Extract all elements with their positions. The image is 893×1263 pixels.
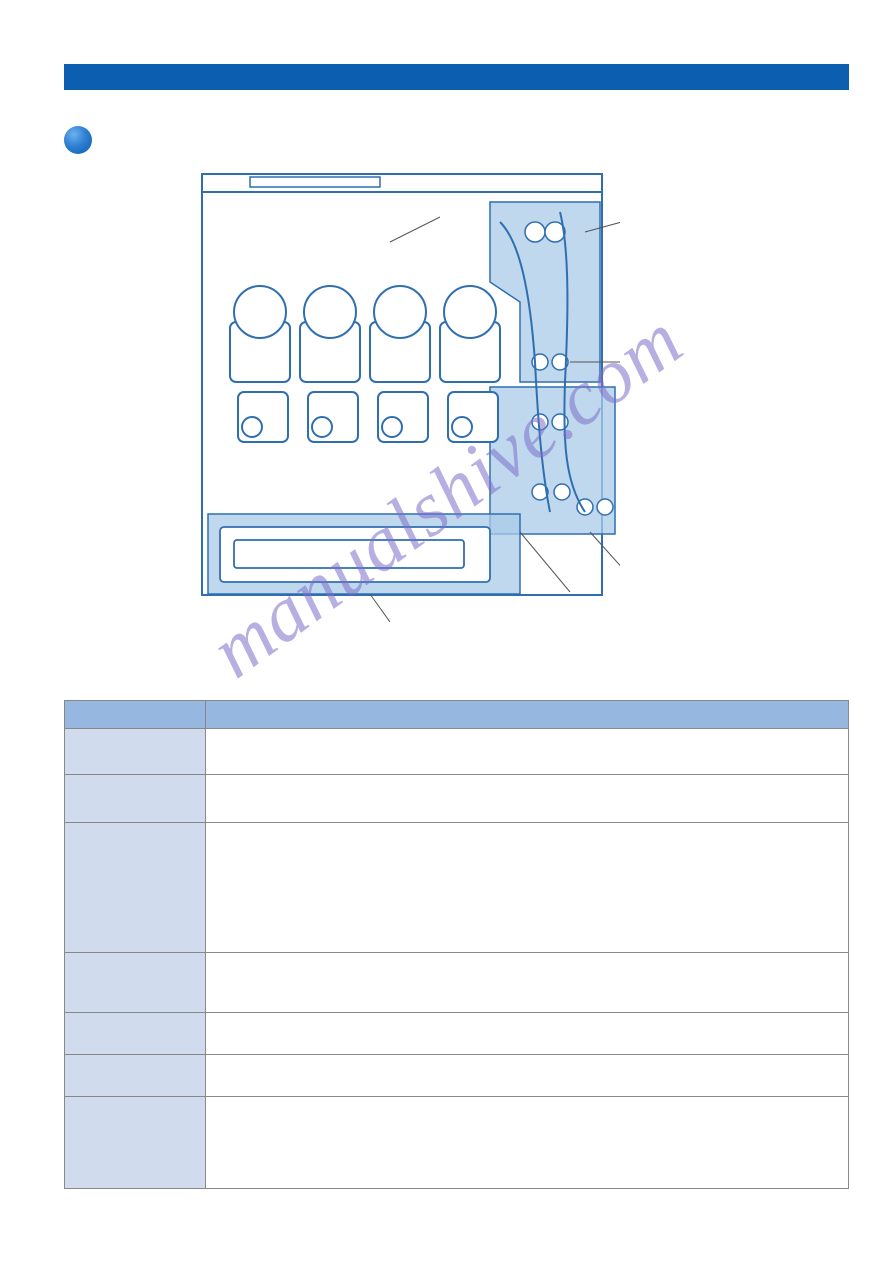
sphere-bullet-icon bbox=[64, 126, 92, 154]
table-row-label bbox=[65, 1013, 206, 1055]
table-row bbox=[65, 775, 849, 823]
table-row-value bbox=[206, 1055, 849, 1097]
table-row-label bbox=[65, 775, 206, 823]
table-row-label bbox=[65, 729, 206, 775]
table-row-label bbox=[65, 823, 206, 953]
section-header-bar bbox=[64, 64, 849, 90]
table-row-value bbox=[206, 823, 849, 953]
table-row bbox=[65, 1013, 849, 1055]
table-row-value bbox=[206, 1013, 849, 1055]
table-row-value bbox=[206, 1097, 849, 1189]
table-row bbox=[65, 1097, 849, 1189]
table-row bbox=[65, 953, 849, 1013]
table-row-value bbox=[206, 775, 849, 823]
table-row-label bbox=[65, 1055, 206, 1097]
spec-table bbox=[64, 700, 849, 1189]
table-row bbox=[65, 729, 849, 775]
table-row bbox=[65, 823, 849, 953]
table-header-cell-item bbox=[65, 701, 206, 729]
table-header-cell-desc bbox=[206, 701, 849, 729]
table-row-value bbox=[206, 953, 849, 1013]
printer-cross-section-diagram bbox=[190, 162, 620, 622]
table-header-row bbox=[65, 701, 849, 729]
table-row-label bbox=[65, 1097, 206, 1189]
table-row-value bbox=[206, 729, 849, 775]
bullet-heading-row bbox=[64, 126, 92, 154]
table-row bbox=[65, 1055, 849, 1097]
diagram-svg bbox=[190, 162, 620, 622]
spec-table-container bbox=[64, 700, 849, 1189]
table-row-label bbox=[65, 953, 206, 1013]
page: manualshive.com bbox=[0, 0, 893, 1263]
